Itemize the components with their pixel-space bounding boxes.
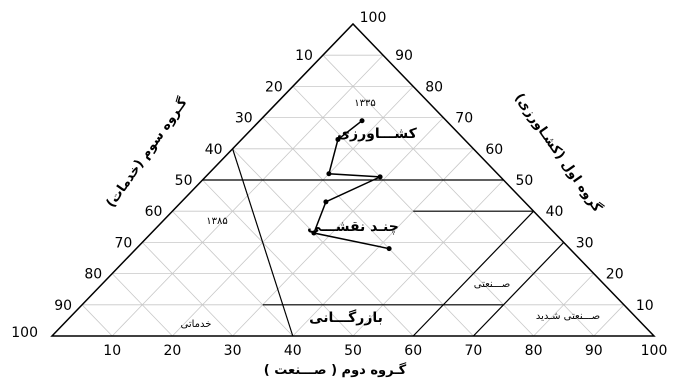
region-industrial-label: صـــنعتی bbox=[474, 279, 510, 290]
left-tick: 90 bbox=[54, 298, 72, 314]
left-tick: 40 bbox=[205, 142, 223, 158]
grid-line-ind bbox=[593, 304, 625, 337]
grid-lines bbox=[81, 54, 625, 337]
grid-line-ind bbox=[352, 179, 504, 337]
region-agriculture-label: کشـــاورزی bbox=[337, 126, 418, 142]
path-point bbox=[323, 199, 329, 205]
boundary-industry-60 bbox=[412, 210, 535, 337]
bottom-tick: 10 bbox=[103, 343, 121, 359]
left-edge-ticks: 10 20 30 40 50 60 70 80 90 bbox=[54, 48, 313, 314]
right-tick: 20 bbox=[606, 267, 624, 283]
right-tick: 50 bbox=[516, 173, 534, 189]
left-axis-label: گـروه سوم (خدمات) bbox=[103, 94, 191, 210]
path-point bbox=[377, 174, 383, 180]
left-tick: 60 bbox=[145, 204, 163, 220]
left-tick: 10 bbox=[295, 48, 313, 64]
grid-line-ser bbox=[202, 179, 354, 337]
grid-line-ind bbox=[232, 117, 444, 337]
path-end-label: ۱۳۸۵ bbox=[206, 216, 227, 227]
bottom-tick: 80 bbox=[525, 343, 543, 359]
bottom-tick: 20 bbox=[163, 343, 181, 359]
path-start-label: ۱۳۳۵ bbox=[354, 98, 375, 109]
grid-line-ind bbox=[533, 273, 595, 337]
right-axis-label: گروه اول (کشـاورزی) bbox=[511, 90, 605, 215]
path-point bbox=[326, 171, 332, 177]
top-vertex-tick: 100 bbox=[360, 10, 387, 26]
right-tick: 80 bbox=[425, 79, 443, 95]
region-boundaries bbox=[202, 148, 565, 337]
bottom-tick: 40 bbox=[284, 343, 302, 359]
grid-line-ser bbox=[172, 210, 294, 337]
left-tick: 50 bbox=[175, 173, 193, 189]
path-point bbox=[386, 246, 392, 252]
right-tick: 90 bbox=[395, 48, 413, 64]
bottom-tick: 90 bbox=[585, 343, 603, 359]
path-point bbox=[359, 118, 365, 124]
grid-line-ser bbox=[142, 242, 233, 337]
bottom-tick: 60 bbox=[404, 343, 422, 359]
bottom-tick: 70 bbox=[464, 343, 482, 359]
right-tick: 60 bbox=[485, 142, 503, 158]
bottom-tick: 50 bbox=[344, 343, 362, 359]
right-tick: 40 bbox=[546, 204, 564, 220]
right-tick: 30 bbox=[576, 235, 594, 251]
boundary-industry-70 bbox=[472, 241, 565, 337]
bottom-left-corner-tick: 100 bbox=[11, 325, 38, 341]
left-tick: 70 bbox=[114, 235, 132, 251]
right-edge-ticks: 90 80 70 60 50 40 30 20 10 bbox=[395, 48, 654, 314]
region-commercial-label: بازرگـــانی bbox=[309, 309, 383, 326]
bottom-tick: 100 bbox=[641, 343, 668, 359]
bottom-axis-label: گـروه دوم ( صـــنعت ) bbox=[264, 362, 407, 378]
left-tick: 20 bbox=[265, 79, 283, 95]
region-heavy-industrial-label: صـــنعتی شـدید bbox=[536, 311, 600, 322]
left-tick: 80 bbox=[84, 267, 102, 283]
path-point bbox=[335, 136, 341, 142]
right-tick: 70 bbox=[455, 111, 473, 127]
grid-line-ser bbox=[322, 54, 595, 337]
path-point bbox=[311, 230, 317, 236]
left-tick: 30 bbox=[235, 111, 253, 127]
region-multi-label: چنـد نقشـــی bbox=[307, 219, 399, 235]
region-services-label: خدماتی bbox=[181, 319, 212, 330]
grid-line-ser bbox=[111, 273, 173, 337]
time-path bbox=[311, 118, 392, 252]
grid-line-ser bbox=[262, 117, 474, 337]
grid-line-ser bbox=[81, 304, 113, 337]
bottom-axis-ticks: 10 20 30 40 50 60 70 80 90 100 bbox=[103, 343, 667, 359]
right-tick: 10 bbox=[636, 298, 654, 314]
bottom-tick: 30 bbox=[224, 343, 242, 359]
